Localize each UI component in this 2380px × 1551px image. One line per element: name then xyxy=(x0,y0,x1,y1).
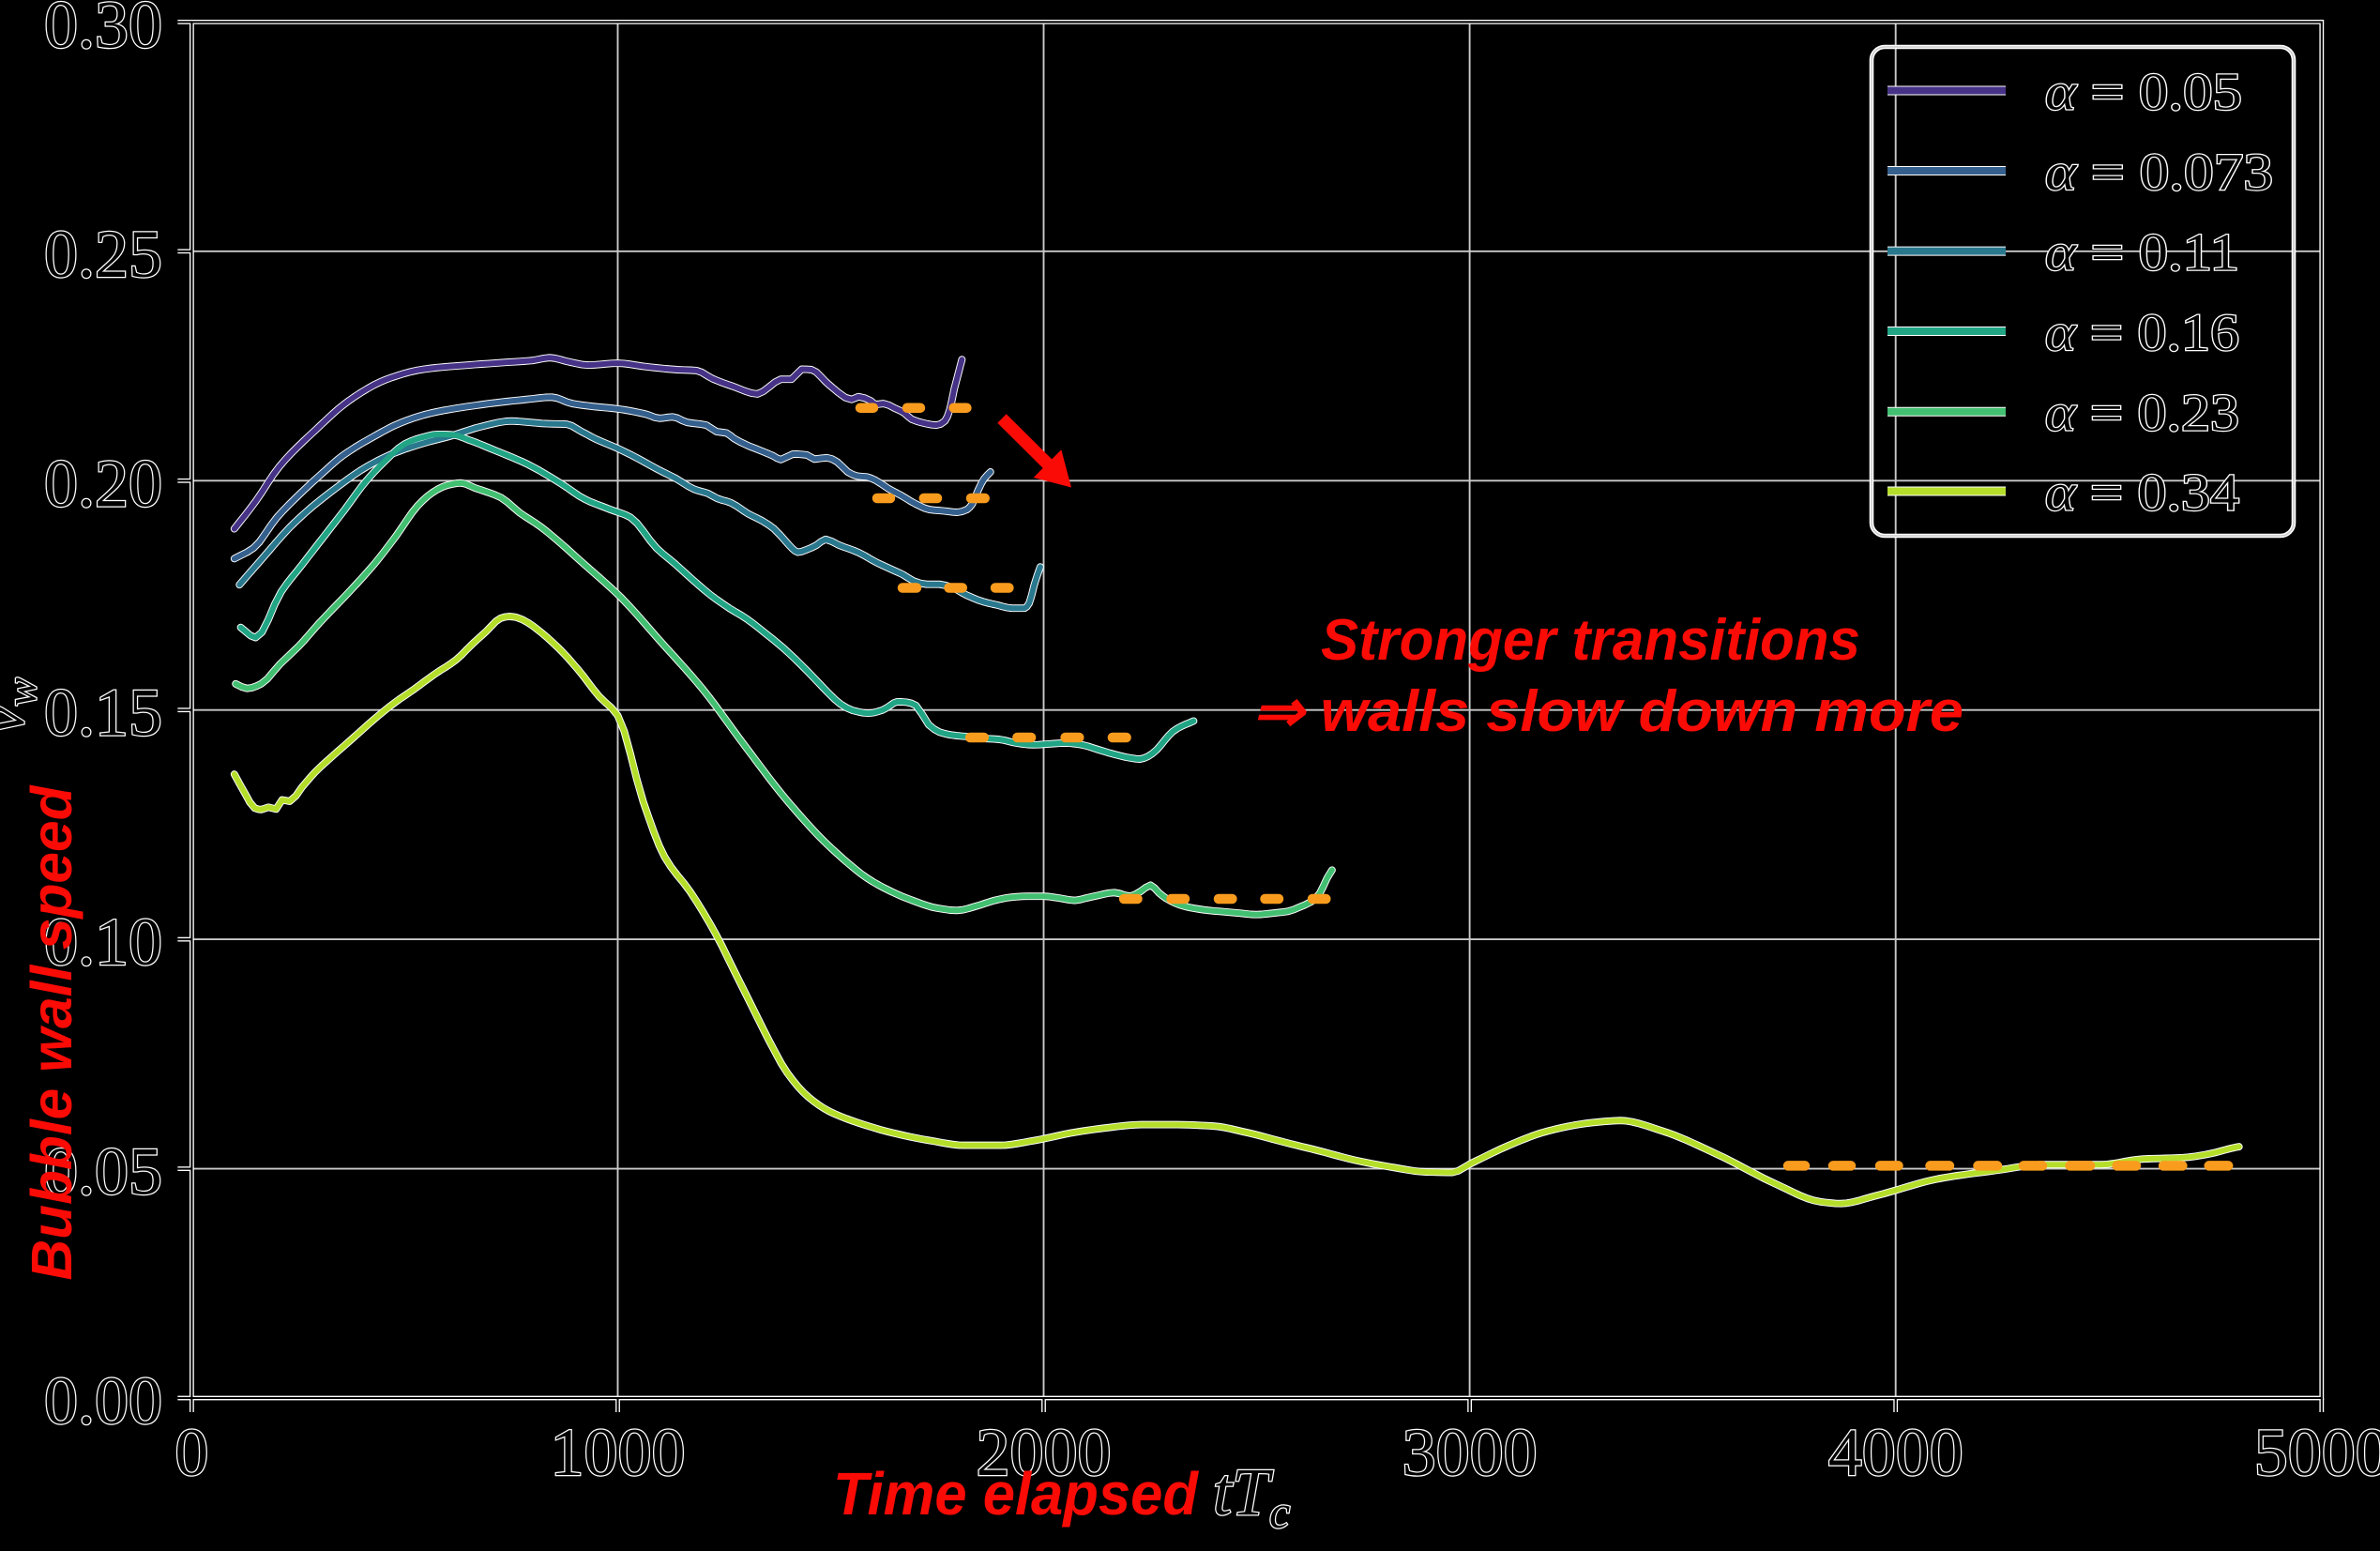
svg-text:3000: 3000 xyxy=(1402,1415,1538,1490)
svg-text:α = 0.11: α = 0.11 xyxy=(2045,224,2239,282)
svg-text:0.00: 0.00 xyxy=(44,1363,162,1438)
svg-text:5000: 5000 xyxy=(2254,1415,2380,1490)
svg-text:α = 0.05: α = 0.05 xyxy=(2045,64,2242,122)
svg-text:0.15: 0.15 xyxy=(44,676,162,751)
svg-text:0.10: 0.10 xyxy=(44,905,162,980)
svg-text:0: 0 xyxy=(174,1415,208,1490)
svg-text:0.20: 0.20 xyxy=(44,446,162,521)
svg-text:α = 0.16: α = 0.16 xyxy=(2045,304,2239,362)
svg-text:2000: 2000 xyxy=(977,1415,1112,1490)
svg-text:0.05: 0.05 xyxy=(44,1134,162,1209)
svg-text:Stronger transitions: Stronger transitions xyxy=(1321,608,1860,673)
svg-text:α = 0.23: α = 0.23 xyxy=(2045,385,2239,443)
svg-text:Time elapsed: Time elapsed xyxy=(833,1460,1200,1528)
svg-text:α = 0.34: α = 0.34 xyxy=(2045,464,2239,523)
svg-text:α = 0.073: α = 0.073 xyxy=(2045,144,2273,202)
svg-text:0.25: 0.25 xyxy=(44,217,162,292)
svg-text:Bubble wall speed: Bubble wall speed xyxy=(20,784,83,1281)
svg-text:0.30: 0.30 xyxy=(44,0,162,62)
svg-text:4000: 4000 xyxy=(1828,1415,1963,1490)
svg-text:1000: 1000 xyxy=(551,1415,686,1490)
svg-text:⇒ walls slow down more: ⇒ walls slow down more xyxy=(1252,679,1963,744)
